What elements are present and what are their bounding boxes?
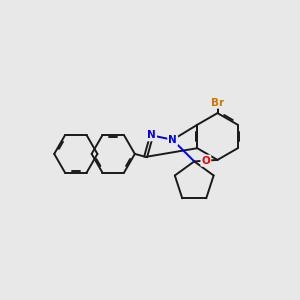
Text: Br: Br <box>211 98 224 108</box>
Text: N: N <box>147 130 156 140</box>
Text: O: O <box>202 156 210 166</box>
Text: N: N <box>168 135 177 145</box>
